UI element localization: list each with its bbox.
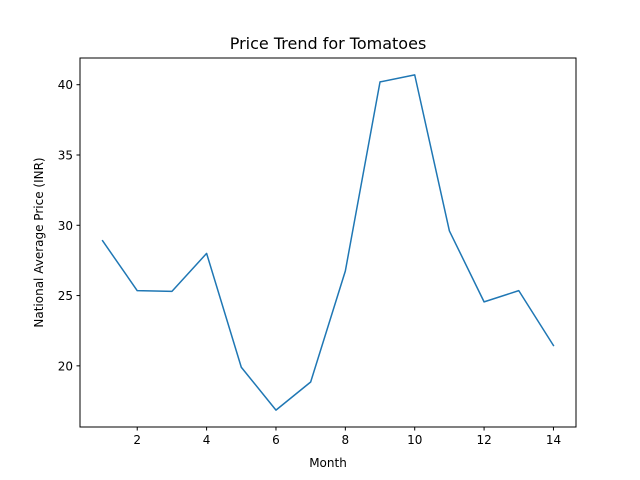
series-line <box>101 74 555 411</box>
x-axis-label: Month <box>309 456 347 470</box>
x-tick-label: 10 <box>407 433 422 447</box>
y-axis-label: National Average Price (INR) <box>32 157 46 327</box>
chart-title: Price Trend for Tomatoes <box>230 34 427 53</box>
series-layer <box>101 74 555 411</box>
y-tick-label: 35 <box>58 148 73 162</box>
x-tick-label: 14 <box>546 433 561 447</box>
x-tick-label: 2 <box>133 433 141 447</box>
y-tick-label: 20 <box>58 359 73 373</box>
y-axis-ticks: 20 25 30 35 40 <box>58 78 80 373</box>
x-axis-ticks: 2 4 6 8 10 12 14 <box>133 427 561 447</box>
plot-area: 2 4 6 8 10 12 14 20 25 30 35 40 <box>58 57 577 447</box>
plot-frame <box>79 57 577 428</box>
y-tick-label: 25 <box>58 289 73 303</box>
y-tick-label: 40 <box>58 78 73 92</box>
x-tick-label: 6 <box>272 433 280 447</box>
y-tick-label: 30 <box>58 219 73 233</box>
x-tick-label: 8 <box>342 433 350 447</box>
x-tick-label: 4 <box>203 433 211 447</box>
x-tick-label: 12 <box>476 433 491 447</box>
